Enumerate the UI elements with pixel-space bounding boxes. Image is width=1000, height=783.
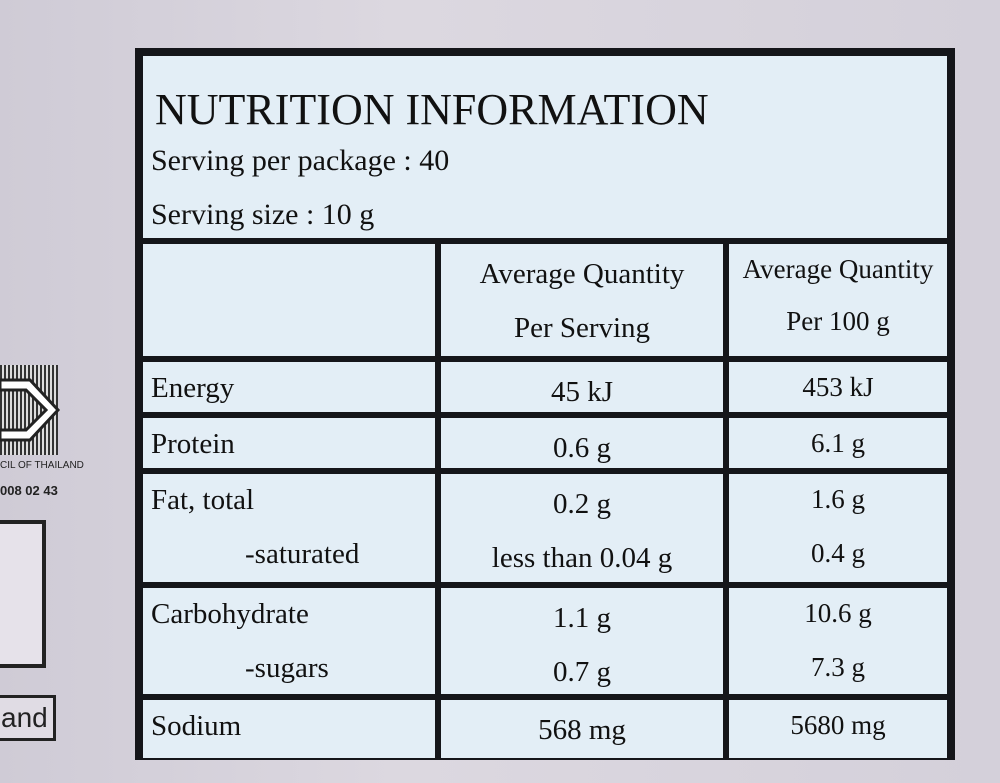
table-cell: 0.2 g less than 0.04 g xyxy=(441,474,723,582)
serving-size: Serving size : 10 g xyxy=(151,198,375,231)
table-cell: Energy xyxy=(143,362,435,412)
nutrition-label: NUTRITION INFORMATION Serving per packag… xyxy=(135,48,955,760)
nutrient-name: Protein xyxy=(151,428,235,460)
per-100g-value: 5680 mg xyxy=(790,710,886,740)
per-serving-value: 1.1 g xyxy=(553,602,611,634)
per-serving-value: 45 kJ xyxy=(550,376,614,408)
recycle-logo xyxy=(0,520,46,668)
per-serving-value: 0.7 g xyxy=(553,656,611,688)
per-serving-value: 0.2 g xyxy=(553,488,611,520)
table-cell: 45 kJ xyxy=(441,362,723,412)
per-100g-value: 10.6 g xyxy=(804,598,872,628)
table-cell: 1.1 g 0.7 g xyxy=(441,588,723,694)
per-100g-value: 453 kJ xyxy=(802,372,874,402)
per-serving-value: 0.6 g xyxy=(553,432,611,464)
nutrient-name: Energy xyxy=(151,372,235,404)
nutrient-name: -sugars xyxy=(245,652,329,684)
nutrient-name: -saturated xyxy=(245,538,360,570)
per-100g-value: 6.1 g xyxy=(811,428,865,458)
nutrient-name: Sodium xyxy=(151,710,242,742)
table-cell: 5680 mg xyxy=(729,700,947,758)
per-serving-value: 568 mg xyxy=(538,714,626,746)
column-header: Average Quantity xyxy=(479,258,685,290)
table-cell: 1.6 g 0.4 g xyxy=(729,474,947,582)
table-cell: Sodium xyxy=(143,700,435,758)
column-header: Per 100 g xyxy=(786,306,890,336)
header-cell: Average Quantity Per Serving xyxy=(441,244,723,356)
table-cell: 0.6 g xyxy=(441,418,723,468)
table-cell: Carbohydrate -sugars xyxy=(143,588,435,694)
nutrient-name: Fat, total xyxy=(151,484,255,516)
serving-per-package: Serving per package : 40 xyxy=(151,144,450,177)
per-100g-value: 1.6 g xyxy=(811,484,865,514)
column-header: Average Quantity xyxy=(742,254,934,284)
table-cell: 453 kJ xyxy=(729,362,947,412)
nutrient-name: Carbohydrate xyxy=(151,598,309,630)
side-text: and xyxy=(0,695,56,741)
arrow-logo xyxy=(0,378,61,442)
nutrition-table: Average Quantity Per Serving Average Qua… xyxy=(143,244,947,758)
side-text: 008 02 43 xyxy=(0,483,58,498)
header-cell: Average Quantity Per 100 g xyxy=(729,244,947,356)
side-text: CIL OF THAILAND xyxy=(0,460,84,471)
title: NUTRITION INFORMATION xyxy=(155,85,709,134)
table-cell: Protein xyxy=(143,418,435,468)
table-cell: 568 mg xyxy=(441,700,723,758)
label-header: NUTRITION INFORMATION Serving per packag… xyxy=(143,56,947,238)
column-header: Per Serving xyxy=(513,312,651,344)
per-serving-value: less than 0.04 g xyxy=(491,542,673,574)
table-cell: 10.6 g 7.3 g xyxy=(729,588,947,694)
table-cell: 6.1 g xyxy=(729,418,947,468)
header-cell xyxy=(143,244,435,356)
per-100g-value: 0.4 g xyxy=(811,538,865,568)
table-cell: Fat, total -saturated xyxy=(143,474,435,582)
per-100g-value: 7.3 g xyxy=(811,652,865,682)
